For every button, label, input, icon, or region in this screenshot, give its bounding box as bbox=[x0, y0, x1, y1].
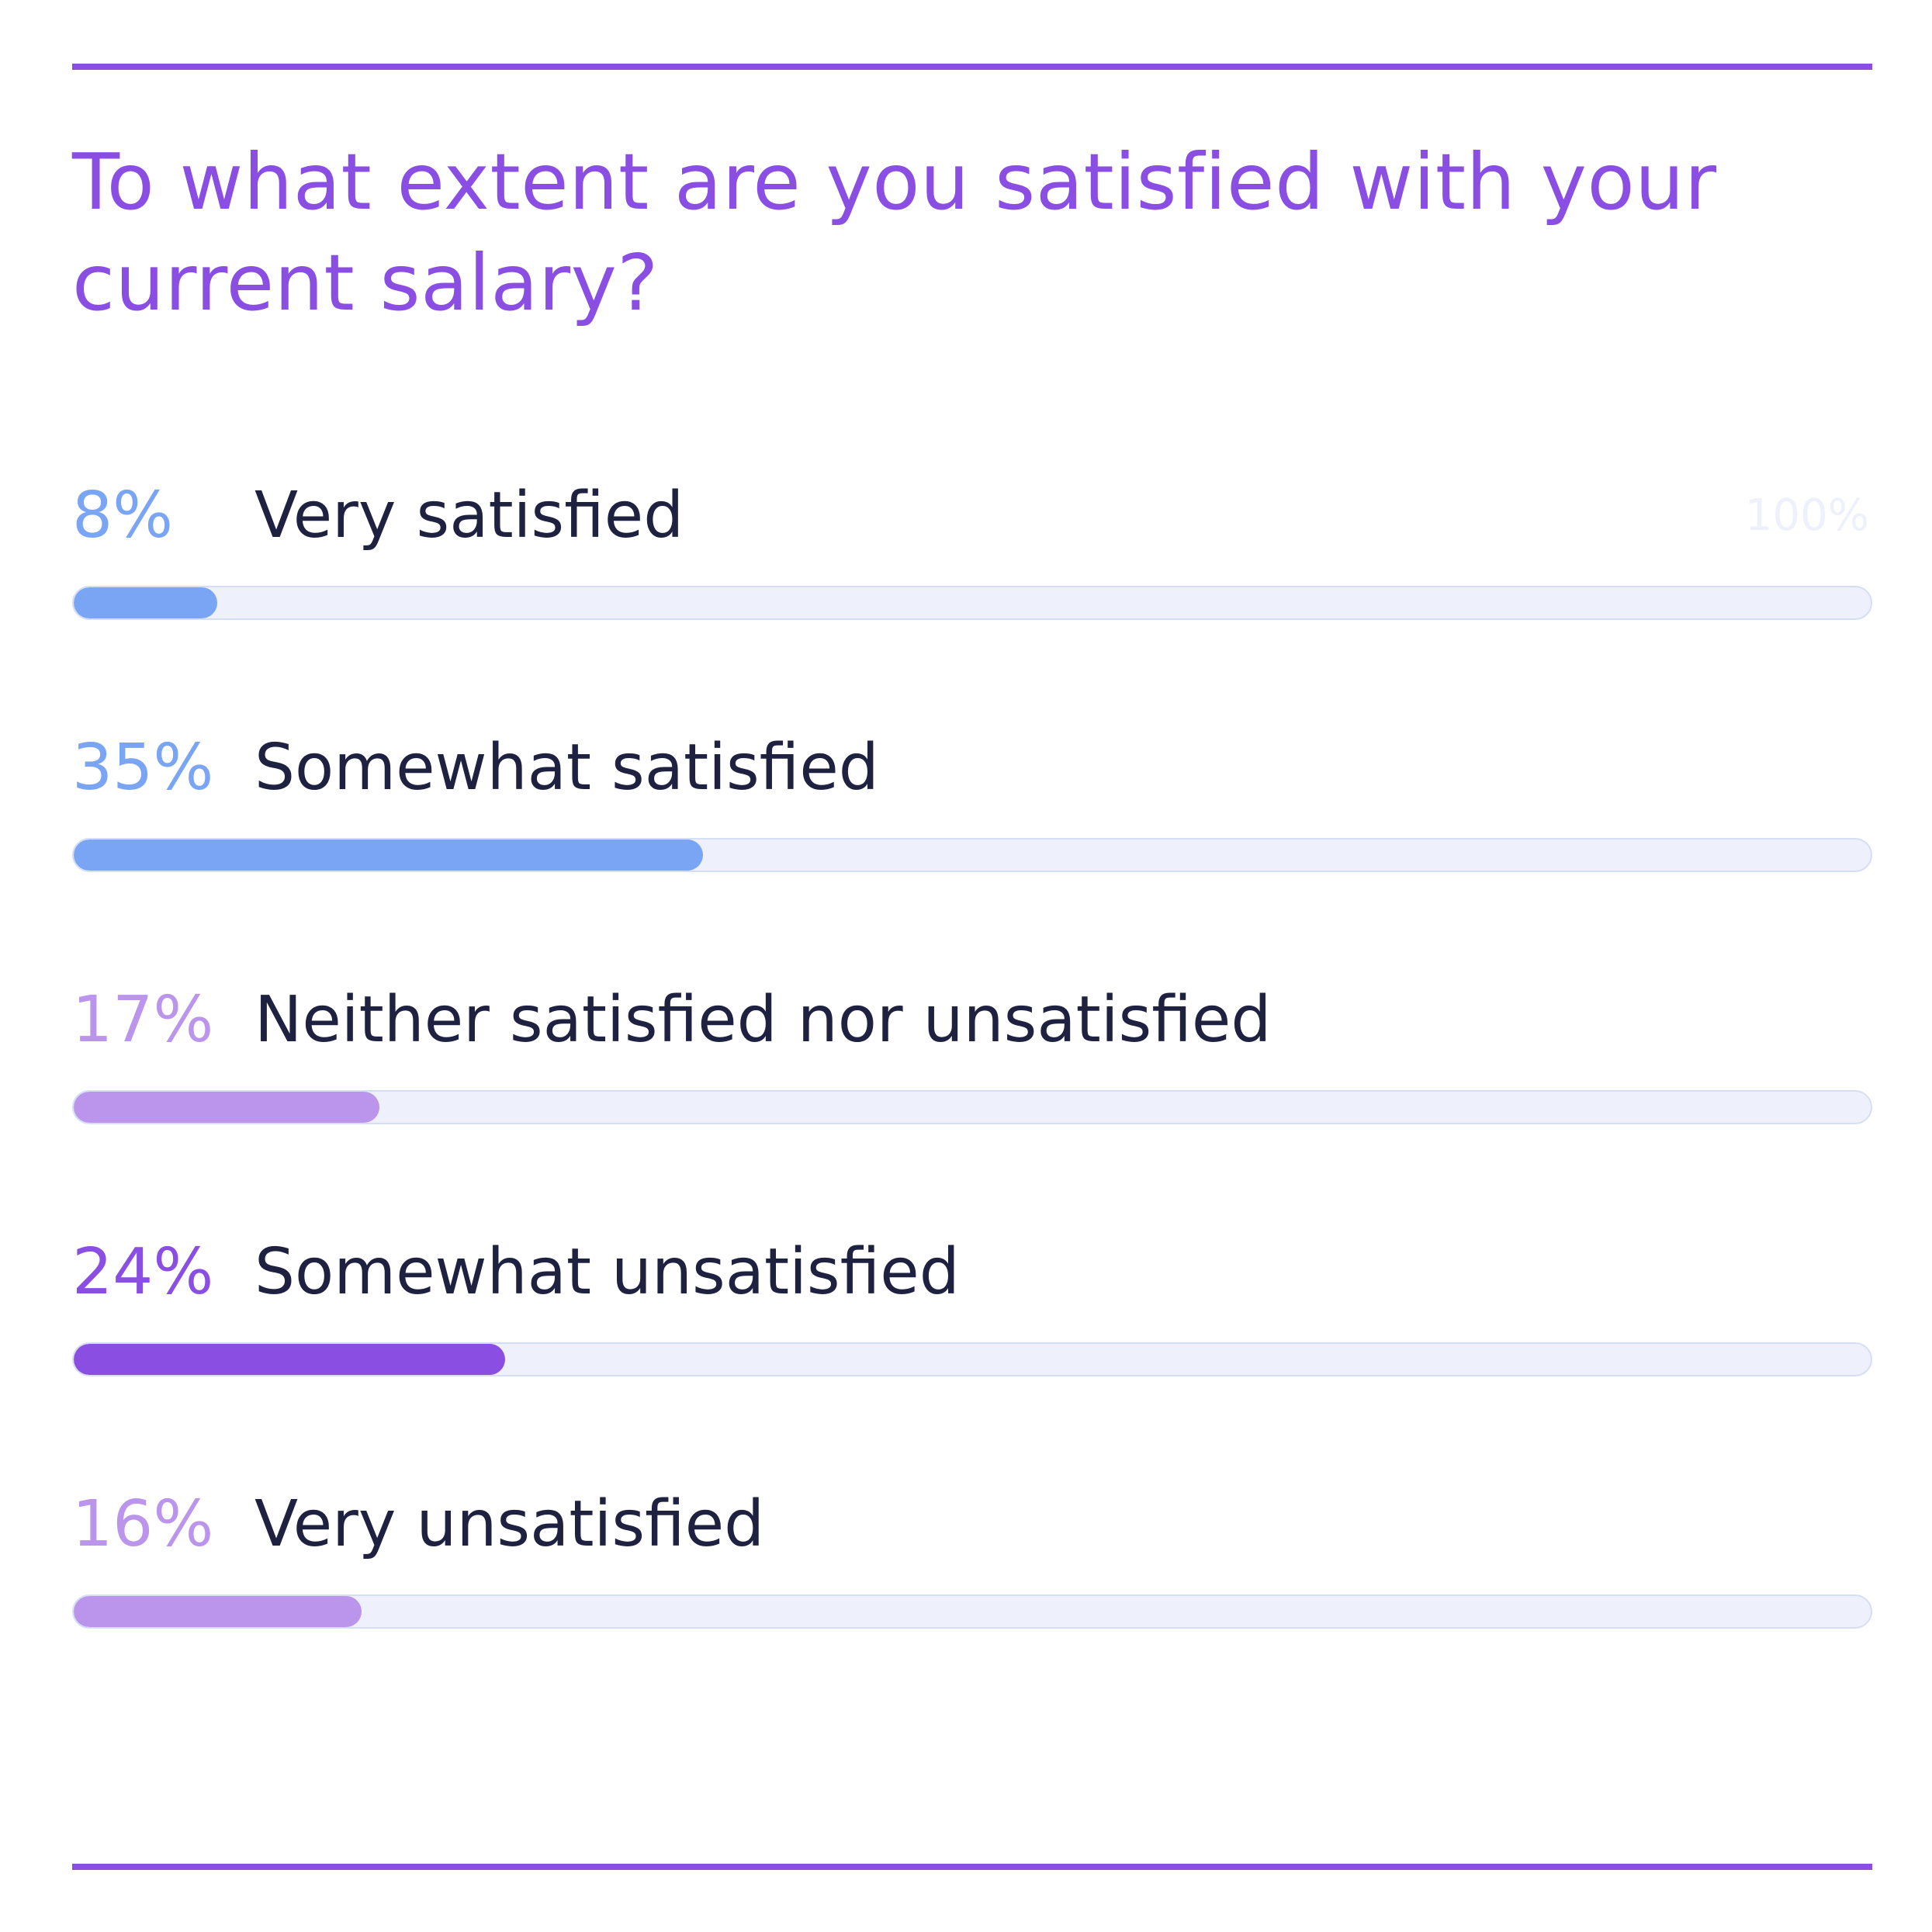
category-label: Somewhat satisfied bbox=[254, 731, 879, 805]
axis-max-label: 100% bbox=[1744, 490, 1869, 541]
chart-title: To what extent are you satisfied with yo… bbox=[72, 137, 1717, 328]
bar-row: 35% Somewhat satisfied bbox=[72, 729, 1872, 916]
value-label: 16% bbox=[72, 1487, 214, 1561]
value-label: 35% bbox=[72, 731, 214, 805]
bar-row: 24% Somewhat unsatisfied bbox=[72, 1234, 1872, 1420]
bottom-rule bbox=[72, 1864, 1872, 1870]
value-label: 8% bbox=[72, 479, 174, 552]
bar bbox=[74, 1092, 379, 1123]
bar bbox=[74, 1344, 505, 1375]
bar-row: 16% Very unsatisfied bbox=[72, 1486, 1872, 1672]
bar-track bbox=[72, 1594, 1872, 1629]
bar bbox=[74, 587, 218, 618]
category-label: Somewhat unsatisfied bbox=[254, 1235, 960, 1309]
top-rule bbox=[72, 64, 1872, 70]
bar bbox=[74, 840, 703, 871]
bar bbox=[74, 1596, 362, 1627]
bar-track bbox=[72, 838, 1872, 872]
bar-track bbox=[72, 586, 1872, 620]
bar-row: 17% Neither satisfied nor unsatisfied bbox=[72, 982, 1872, 1168]
bar-chart: 8% Very satisfied 100% 35% Somewhat sati… bbox=[72, 0, 1872, 1932]
bar-track bbox=[72, 1090, 1872, 1124]
value-label: 17% bbox=[72, 983, 214, 1057]
bar-track bbox=[72, 1342, 1872, 1376]
value-label: 24% bbox=[72, 1235, 214, 1309]
category-label: Very unsatisfied bbox=[254, 1487, 765, 1561]
category-label: Very satisfied bbox=[254, 479, 684, 552]
bar-row: 8% Very satisfied 100% bbox=[72, 477, 1872, 663]
category-label: Neither satisfied nor unsatisfied bbox=[254, 983, 1272, 1057]
